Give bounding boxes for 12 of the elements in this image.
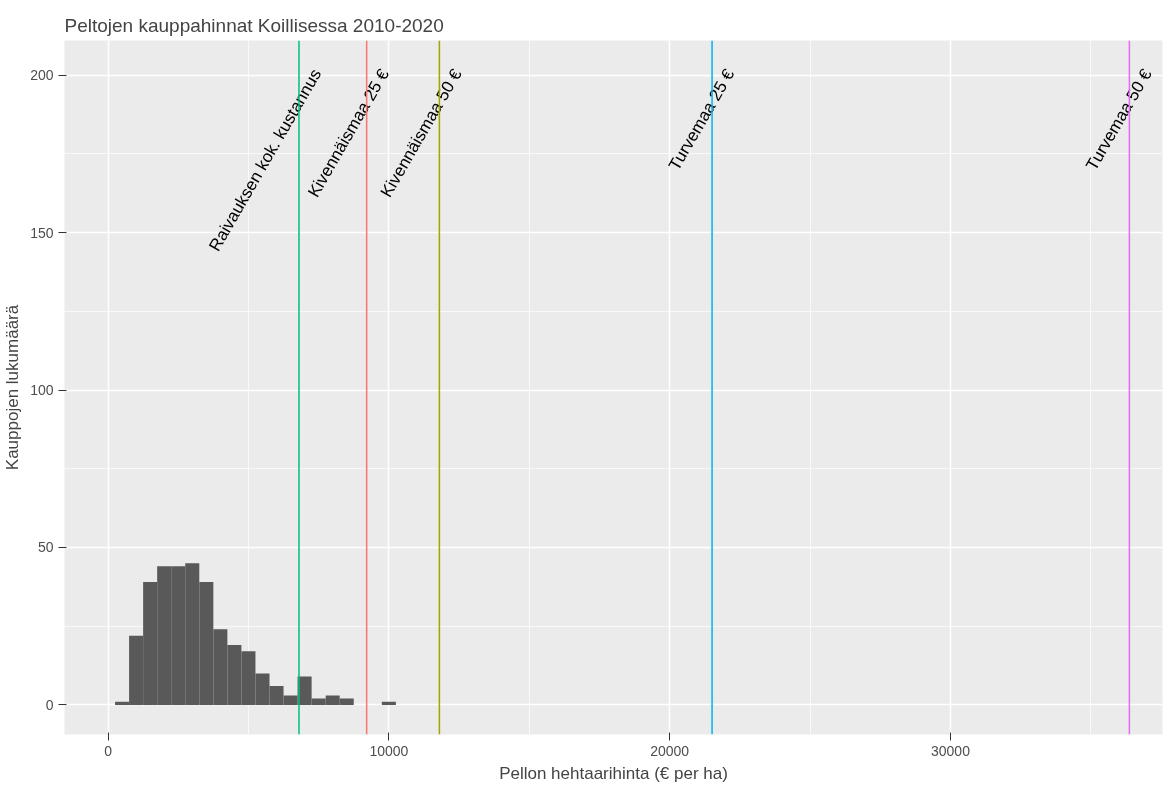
x-tick-label: 0 (104, 742, 113, 759)
y-tick-label: 150 (30, 224, 54, 241)
y-axis-title: Kauppojen lukumäärä (3, 304, 23, 471)
y-tick-label: 200 (30, 67, 54, 84)
x-tick-label: 20000 (650, 742, 690, 759)
y-tick-label: 0 (45, 696, 54, 713)
chart-title: Peltojen kauppahinnat Koillisessa 2010-2020 (64, 14, 444, 36)
y-tick-label: 100 (30, 382, 54, 399)
x-tick-label: 10000 (369, 742, 409, 759)
y-tick-label: 50 (37, 539, 54, 556)
x-tick-label: 30000 (931, 742, 971, 759)
x-axis-title: Pellon hehtaarihinta (€ per ha) (499, 763, 728, 783)
